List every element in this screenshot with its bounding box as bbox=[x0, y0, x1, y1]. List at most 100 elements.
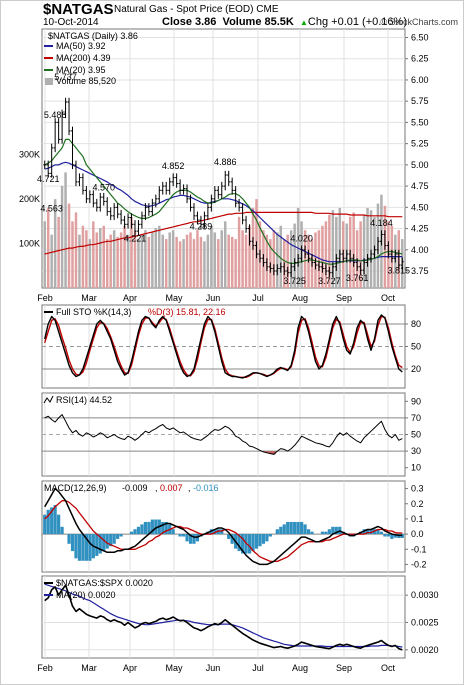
ratio-x-tick-label: Oct bbox=[381, 663, 396, 673]
volume-bar bbox=[230, 236, 234, 288]
price-annotation: 5.486 bbox=[44, 110, 67, 120]
macd-histogram-bar bbox=[258, 534, 262, 547]
macd-histogram-bar bbox=[331, 526, 335, 535]
price-x-tick-label: Jun bbox=[206, 293, 221, 303]
ma200-series-line bbox=[44, 211, 403, 255]
volume-bar bbox=[92, 221, 95, 288]
watermark: © StockCharts.com bbox=[380, 17, 458, 27]
macd-histogram-bar bbox=[383, 534, 387, 537]
macd-histogram-bar bbox=[310, 531, 314, 535]
macd-histogram-bar bbox=[240, 534, 245, 554]
volume-bar bbox=[369, 210, 373, 288]
sto-d-legend: %D(3) 15.81 bbox=[148, 307, 199, 317]
price-annotation: 3.761 bbox=[346, 273, 369, 283]
volume-bar bbox=[335, 216, 338, 288]
volume-bar bbox=[105, 239, 109, 288]
macd-histogram-bar bbox=[178, 534, 182, 537]
macd-histogram-bar bbox=[150, 519, 154, 535]
volume-legend-swatch bbox=[45, 78, 53, 85]
volume-bar bbox=[331, 210, 335, 288]
instrument-description: Natural Gas - Spot Price (EOD) bbox=[114, 4, 254, 15]
macd-histogram-bar bbox=[393, 534, 397, 538]
macd-histogram-bar bbox=[147, 521, 151, 535]
macd-histogram-bar bbox=[70, 534, 75, 552]
price-tick-label: 4.00 bbox=[411, 245, 429, 255]
ratio-x-tick-label: Jul bbox=[252, 663, 264, 673]
macd-tick-label: -0.2 bbox=[411, 559, 427, 569]
price-annotation: 5.737 bbox=[54, 72, 77, 82]
macd-histogram-bar bbox=[88, 534, 92, 561]
macd-histogram-bar bbox=[119, 534, 123, 537]
volume-bar bbox=[67, 203, 71, 288]
macd-histogram-bar bbox=[77, 534, 82, 561]
volume-bar bbox=[78, 234, 81, 288]
volume-bar bbox=[359, 221, 362, 288]
volume-value: Volume 85.5K bbox=[222, 16, 294, 28]
price-annotation: 4.020 bbox=[290, 233, 313, 243]
macd-histogram-bar bbox=[327, 529, 331, 535]
ratio-x-tick-label: Apr bbox=[123, 663, 137, 673]
macd-signal-legend-value: 0.007 bbox=[160, 483, 183, 493]
macd-histogram-bar bbox=[334, 526, 338, 535]
exchange-label: CME bbox=[256, 4, 279, 15]
up-arrow-icon: ▲ bbox=[300, 18, 308, 27]
macd-histogram-bar bbox=[60, 526, 64, 535]
macd-histogram-bar bbox=[112, 534, 116, 544]
macd-histogram-bar bbox=[254, 534, 259, 549]
price-x-tick-label: Aug bbox=[292, 293, 308, 303]
volume-bar bbox=[324, 221, 328, 288]
volume-bar bbox=[366, 208, 369, 288]
volume-bar bbox=[171, 230, 175, 288]
volume-bar bbox=[182, 239, 185, 288]
macd-histogram-bar bbox=[53, 504, 57, 535]
price-tick-label: 5.75 bbox=[411, 96, 429, 106]
volume-bar bbox=[303, 230, 307, 288]
volume-bar bbox=[210, 225, 213, 288]
macd-tick-label: 0.1 bbox=[411, 514, 424, 524]
rsi-tick-label: 90 bbox=[411, 396, 421, 406]
volume-bar bbox=[213, 232, 217, 288]
price-tick-label: 6.25 bbox=[411, 54, 429, 64]
macd-tick-label: 0.3 bbox=[411, 484, 424, 494]
volume-bar bbox=[289, 230, 293, 288]
macd-histogram-bar bbox=[102, 534, 106, 552]
volume-bar bbox=[99, 228, 102, 288]
price-x-tick-label: Sep bbox=[336, 293, 352, 303]
macd-histogram-bar bbox=[143, 521, 147, 535]
ratio-x-tick-label: Sep bbox=[336, 663, 352, 673]
volume-bar bbox=[46, 208, 50, 288]
volume-bar bbox=[338, 208, 342, 288]
macd-histogram-bar bbox=[293, 521, 297, 535]
macd-histogram-bar bbox=[390, 534, 394, 539]
macd-histogram-bar bbox=[303, 524, 307, 535]
rsi-oversold-fill bbox=[268, 451, 273, 454]
macd-histogram-bar bbox=[181, 534, 186, 537]
macd-histogram-bar bbox=[133, 529, 137, 535]
price-x-tick-label: Oct bbox=[381, 293, 396, 303]
macd-histogram-bar bbox=[95, 534, 99, 556]
price-tick-label: 4.25 bbox=[411, 224, 429, 234]
price-x-tick-label: Jul bbox=[252, 293, 264, 303]
volume-bar bbox=[158, 225, 161, 288]
ratio-ma-line bbox=[44, 583, 403, 648]
price-legend-title: $NATGAS (Daily) 3.86 bbox=[48, 31, 138, 41]
rsi-tick-label: 70 bbox=[411, 413, 421, 423]
macd-histogram-bar bbox=[289, 521, 293, 535]
volume-bar bbox=[81, 225, 85, 288]
volume-legend-label: Volume 85,520 bbox=[56, 76, 116, 86]
volume-bar bbox=[217, 239, 220, 288]
macd-line bbox=[44, 487, 403, 566]
macd-histogram-bar bbox=[57, 514, 61, 535]
ratio-ma-legend: MA(20) 0.0020 bbox=[56, 590, 116, 600]
ratio-x-tick-label: Feb bbox=[37, 663, 53, 673]
ratio-tick-label: 0.0025 bbox=[411, 617, 439, 627]
volume-bar bbox=[220, 230, 224, 288]
volume-bar bbox=[74, 212, 78, 288]
volume-bar bbox=[85, 230, 88, 288]
macd-histogram-bar bbox=[192, 534, 196, 544]
volume-bar bbox=[95, 232, 99, 288]
volume-bar bbox=[71, 221, 74, 288]
volume-bar bbox=[64, 172, 67, 288]
